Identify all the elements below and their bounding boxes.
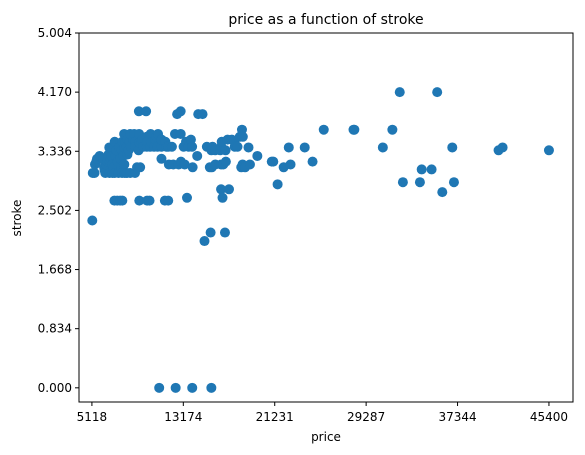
data-point (219, 227, 230, 238)
x-axis-ticks: 5118 13174 21231 29287 37344 45400 (77, 402, 568, 424)
data-point (220, 145, 231, 156)
data-point (387, 124, 398, 135)
data-point (206, 382, 217, 393)
data-point (199, 236, 210, 247)
data-point (397, 177, 408, 188)
data-point (187, 162, 198, 173)
data-point (252, 150, 263, 161)
data-point (134, 195, 145, 206)
data-point (205, 227, 216, 238)
data-point (299, 142, 310, 153)
x-tick-label: 45400 (530, 410, 568, 424)
data-point (216, 184, 227, 195)
data-point (349, 124, 360, 135)
data-point (394, 87, 405, 98)
data-point (416, 164, 427, 175)
y-axis-ticks: 0.000 0.834 1.668 2.502 3.336 4.170 5.004 (38, 26, 79, 395)
data-points (87, 87, 554, 393)
y-tick-label: 5.004 (38, 26, 72, 40)
data-point (117, 195, 128, 206)
data-point (232, 141, 243, 152)
data-point (119, 159, 130, 170)
data-point (135, 162, 146, 173)
data-point (89, 167, 100, 178)
data-point (192, 150, 203, 161)
data-point (543, 145, 554, 156)
data-point (166, 141, 177, 152)
data-point (163, 195, 174, 206)
data-point (133, 106, 144, 117)
data-point (497, 142, 508, 153)
data-point (187, 382, 198, 393)
data-point (432, 87, 443, 98)
y-tick-label: 2.502 (38, 203, 72, 217)
data-point (285, 159, 296, 170)
data-point (156, 153, 167, 164)
data-point (170, 382, 181, 393)
x-tick-label: 21231 (256, 410, 294, 424)
data-point (437, 187, 448, 198)
data-point (220, 156, 231, 167)
data-point (144, 195, 155, 206)
data-point (283, 142, 294, 153)
x-tick-label: 5118 (77, 410, 108, 424)
data-point (414, 177, 425, 188)
data-point (175, 106, 186, 117)
data-point (318, 124, 329, 135)
data-point (154, 382, 165, 393)
y-tick-label: 0.000 (38, 381, 72, 395)
y-tick-label: 0.834 (38, 322, 72, 336)
data-point (448, 177, 459, 188)
x-tick-label: 37344 (438, 410, 476, 424)
x-axis-label: price (311, 430, 341, 444)
y-tick-label: 4.170 (38, 85, 72, 99)
y-axis-label: stroke (10, 200, 24, 237)
data-point (272, 179, 283, 190)
data-point (182, 192, 193, 203)
x-tick-label: 29287 (347, 410, 385, 424)
data-point (237, 131, 248, 142)
data-point (244, 159, 255, 170)
data-point (223, 184, 234, 195)
data-point (187, 141, 198, 152)
data-point (243, 142, 254, 153)
chart-title: price as a function of stroke (228, 12, 423, 28)
y-tick-label: 3.336 (38, 144, 72, 158)
plot-frame (78, 32, 574, 403)
data-point (141, 106, 152, 117)
y-tick-label: 1.668 (38, 263, 72, 277)
data-point (179, 159, 190, 170)
data-point (377, 142, 388, 153)
data-point (175, 128, 186, 139)
data-point (197, 109, 208, 120)
data-point (87, 215, 98, 226)
data-point (426, 164, 437, 175)
data-point (447, 142, 458, 153)
data-point (217, 192, 228, 203)
data-point (268, 156, 279, 167)
x-tick-label: 13174 (164, 410, 202, 424)
data-point (307, 156, 318, 167)
